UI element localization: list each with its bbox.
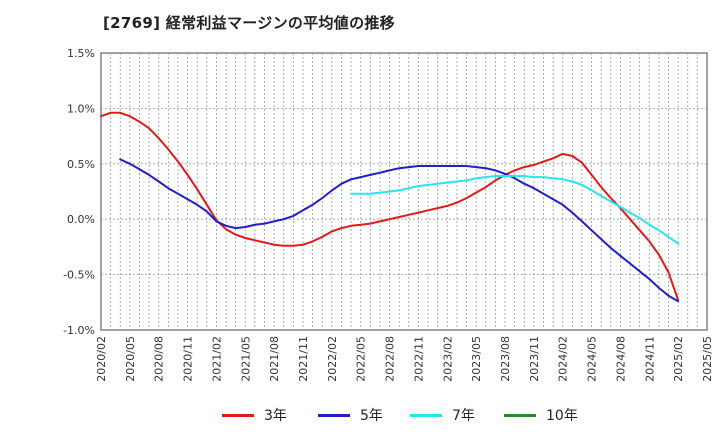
x-tick-label: 2020/05 [124,336,137,382]
y-tick-label: -0.5% [63,269,95,282]
horizontal-gridlines [101,108,707,276]
plot-area [100,52,708,331]
legend-swatch-5y [318,413,350,417]
x-tick-label: 2021/11 [297,336,310,382]
x-tick-label: 2022/05 [355,336,368,382]
legend-label-3y: 3年 [264,408,287,424]
x-tick-label: 2023/08 [499,336,512,382]
x-tick-label: 2023/05 [470,336,483,382]
x-tick-label: 2023/11 [528,336,541,382]
x-tick-label: 2021/08 [268,336,281,382]
x-tick-label: 2021/02 [210,336,223,382]
x-tick-label: 2025/02 [672,336,685,382]
x-tick-label: 2023/02 [441,336,454,382]
x-tick-label: 2024/05 [586,336,599,382]
legend-item-7y: 7年 [410,402,475,428]
y-tick-label: 0.5% [67,158,95,171]
x-axis-labels: 2020/02 2020/05 2020/08 2020/11 2021/02 2021/… [95,336,714,382]
y-tick-label: 1.5% [67,47,95,60]
chart-title: [2769] 経常利益マージンの平均値の推移 [103,14,395,32]
x-tick-label: 2022/11 [412,336,425,382]
x-tick-label: 2020/02 [95,336,108,382]
series-line-3y [100,111,680,302]
x-tick-label: 2024/08 [614,336,627,382]
x-tick-label: 2022/02 [326,336,339,382]
y-tick-label: 1.0% [67,102,95,115]
legend-item-3y: 3年 [222,402,287,428]
x-tick-label: 2021/05 [239,336,252,382]
x-tick-label: 2020/11 [182,336,195,382]
y-axis-labels: -1.0% -0.5% 0.0% 0.5% 1.0% 1.5% [63,47,95,337]
legend-swatch-10y [504,413,536,417]
x-tick-label: 2024/11 [643,336,656,382]
legend-label-7y: 7年 [452,408,475,424]
legend-swatch-7y [410,413,442,417]
series-line-5y [119,158,680,303]
x-tick-label: 2024/02 [557,336,570,382]
series-lines [100,111,680,303]
legend-swatch-3y [222,413,254,417]
y-tick-label: 0.0% [67,213,95,226]
legend-label-10y: 10年 [546,408,578,424]
legend: 3年 5年 7年 10年 [0,402,720,428]
legend-label-5y: 5年 [360,408,383,424]
x-tick-label: 2025/05 [701,336,714,382]
x-tick-label: 2020/08 [153,336,166,382]
legend-item-10y: 10年 [504,402,578,428]
x-tick-label: 2022/08 [384,336,397,382]
y-tick-label: -1.0% [63,324,95,337]
legend-item-5y: 5年 [318,402,383,428]
series-line-7y [350,175,680,245]
